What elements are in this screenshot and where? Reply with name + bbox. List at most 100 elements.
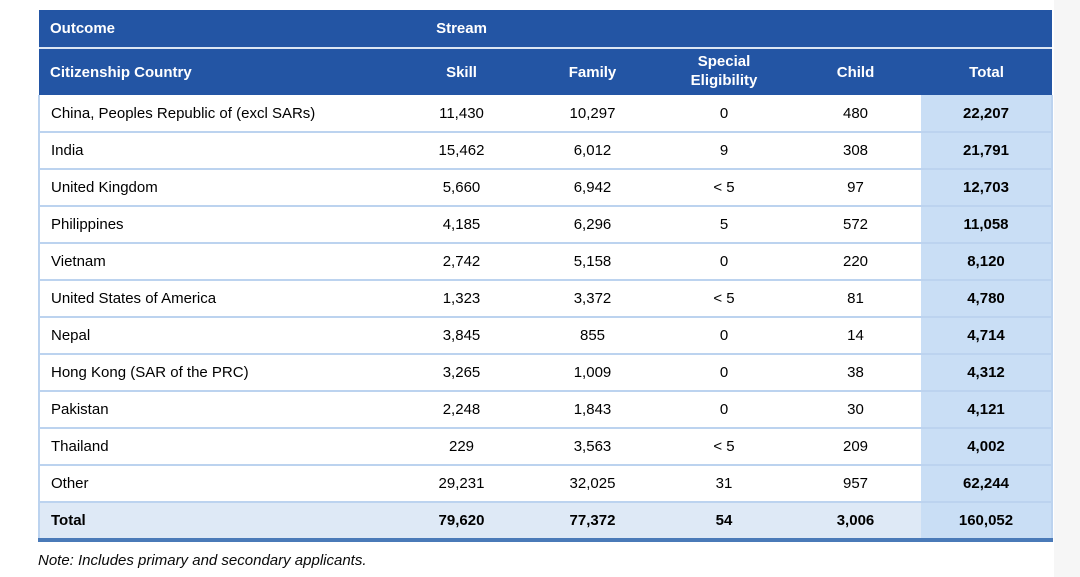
skill-cell: 229 xyxy=(396,428,527,466)
table-row: China, Peoples Republic of (excl SARs) 11… xyxy=(38,95,1053,133)
skill-cell: 29,231 xyxy=(396,465,527,503)
family-cell: 10,297 xyxy=(527,95,658,133)
country-cell: Thailand xyxy=(38,428,396,466)
skill-cell: 3,845 xyxy=(396,317,527,355)
total-cell: 4,780 xyxy=(921,280,1053,318)
column-header-child: Child xyxy=(790,48,921,95)
family-cell: 1,009 xyxy=(527,354,658,392)
total-row-skill: 79,620 xyxy=(396,502,527,542)
country-cell: Philippines xyxy=(38,206,396,244)
country-cell: India xyxy=(38,132,396,170)
table-row: Thailand 229 3,563 < 5 209 4,002 xyxy=(38,428,1053,466)
skill-cell: 3,265 xyxy=(396,354,527,392)
table-row: Pakistan 2,248 1,843 0 30 4,121 xyxy=(38,391,1053,429)
column-header-total: Total xyxy=(921,48,1052,95)
special-eligibility-cell: 0 xyxy=(658,317,790,355)
special-eligibility-cell: 9 xyxy=(658,132,790,170)
child-cell: 14 xyxy=(790,317,921,355)
skill-cell: 1,323 xyxy=(396,280,527,318)
column-header-family: Family xyxy=(527,48,658,95)
family-cell: 1,843 xyxy=(527,391,658,429)
total-cell: 62,244 xyxy=(921,465,1053,503)
country-cell: Other xyxy=(38,465,396,503)
country-cell: China, Peoples Republic of (excl SARs) xyxy=(38,95,396,133)
family-cell: 3,372 xyxy=(527,280,658,318)
table-row: Other 29,231 32,025 31 957 62,244 xyxy=(38,465,1053,503)
country-cell: United Kingdom xyxy=(38,169,396,207)
special-eligibility-cell: 0 xyxy=(658,354,790,392)
total-row-label: Total xyxy=(38,502,396,542)
table-note: Note: Includes primary and secondary app… xyxy=(38,552,367,569)
family-cell: 6,296 xyxy=(527,206,658,244)
skill-cell: 2,742 xyxy=(396,243,527,281)
child-cell: 30 xyxy=(790,391,921,429)
skill-cell: 15,462 xyxy=(396,132,527,170)
child-cell: 209 xyxy=(790,428,921,466)
total-row-child: 3,006 xyxy=(790,502,921,542)
table-row: United Kingdom 5,660 6,942 < 5 97 12,703 xyxy=(38,169,1053,207)
total-cell: 4,121 xyxy=(921,391,1053,429)
table-row: Vietnam 2,742 5,158 0 220 8,120 xyxy=(38,243,1053,281)
child-cell: 572 xyxy=(790,206,921,244)
country-cell: Nepal xyxy=(38,317,396,355)
total-cell: 4,002 xyxy=(921,428,1053,466)
outcome-group-header: Outcome xyxy=(39,10,396,49)
family-cell: 3,563 xyxy=(527,428,658,466)
column-header-special-eligibility-label: Special Eligibility xyxy=(690,53,758,89)
skill-cell: 5,660 xyxy=(396,169,527,207)
family-cell: 855 xyxy=(527,317,658,355)
total-cell: 4,714 xyxy=(921,317,1053,355)
table-row: United States of America 1,323 3,372 < 5 81 4… xyxy=(38,280,1053,318)
child-cell: 81 xyxy=(790,280,921,318)
column-header-special-eligibility: Special Eligibility xyxy=(658,48,790,95)
group-header-spacer xyxy=(527,10,1052,49)
family-cell: 32,025 xyxy=(527,465,658,503)
column-header-row: Citizenship Country Skill Family Special… xyxy=(39,48,1052,95)
family-cell: 6,942 xyxy=(527,169,658,207)
outcome-by-stream-table: Outcome Stream Citizenship Country Skill… xyxy=(38,10,1053,542)
total-row-grand-total: 160,052 xyxy=(921,502,1053,542)
column-header-skill: Skill xyxy=(396,48,527,95)
table-row: India 15,462 6,012 9 308 21,791 xyxy=(38,132,1053,170)
column-header-citizenship-country: Citizenship Country xyxy=(39,48,396,95)
table-body: China, Peoples Republic of (excl SARs) 11… xyxy=(38,95,1053,503)
table-footer: Total 79,620 77,372 54 3,006 160,052 xyxy=(38,502,1053,542)
total-cell: 4,312 xyxy=(921,354,1053,392)
family-cell: 6,012 xyxy=(527,132,658,170)
special-eligibility-cell: < 5 xyxy=(658,280,790,318)
child-cell: 308 xyxy=(790,132,921,170)
skill-cell: 2,248 xyxy=(396,391,527,429)
table-header: Outcome Stream Citizenship Country Skill… xyxy=(39,10,1052,95)
table-row: Philippines 4,185 6,296 5 572 11,058 xyxy=(38,206,1053,244)
group-header-row: Outcome Stream xyxy=(39,10,1052,49)
special-eligibility-cell: 5 xyxy=(658,206,790,244)
total-cell: 11,058 xyxy=(921,206,1053,244)
total-cell: 12,703 xyxy=(921,169,1053,207)
skill-cell: 4,185 xyxy=(396,206,527,244)
total-row: Total 79,620 77,372 54 3,006 160,052 xyxy=(38,502,1053,542)
total-cell: 21,791 xyxy=(921,132,1053,170)
child-cell: 220 xyxy=(790,243,921,281)
country-cell: United States of America xyxy=(38,280,396,318)
total-row-family: 77,372 xyxy=(527,502,658,542)
special-eligibility-cell: < 5 xyxy=(658,169,790,207)
country-cell: Hong Kong (SAR of the PRC) xyxy=(38,354,396,392)
total-cell: 22,207 xyxy=(921,95,1053,133)
total-cell: 8,120 xyxy=(921,243,1053,281)
table-row: Nepal 3,845 855 0 14 4,714 xyxy=(38,317,1053,355)
special-eligibility-cell: 0 xyxy=(658,95,790,133)
table-row: Hong Kong (SAR of the PRC) 3,265 1,009 0 38 4… xyxy=(38,354,1053,392)
child-cell: 38 xyxy=(790,354,921,392)
special-eligibility-cell: 31 xyxy=(658,465,790,503)
child-cell: 957 xyxy=(790,465,921,503)
special-eligibility-cell: 0 xyxy=(658,243,790,281)
special-eligibility-cell: < 5 xyxy=(658,428,790,466)
stream-group-header: Stream xyxy=(396,10,527,49)
page-edge-strip xyxy=(1054,0,1080,577)
child-cell: 97 xyxy=(790,169,921,207)
total-row-special-eligibility: 54 xyxy=(658,502,790,542)
skill-cell: 11,430 xyxy=(396,95,527,133)
family-cell: 5,158 xyxy=(527,243,658,281)
child-cell: 480 xyxy=(790,95,921,133)
